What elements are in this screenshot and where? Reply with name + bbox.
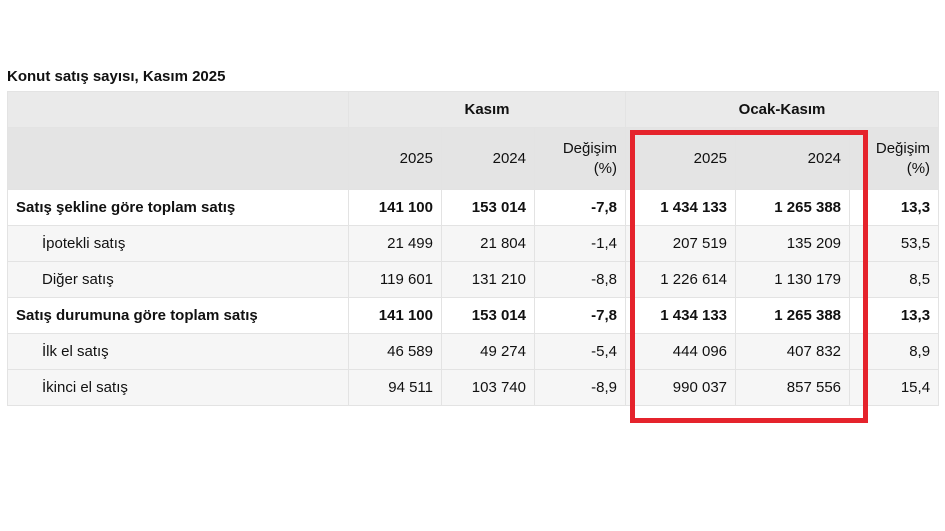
cell-kasim-change: -8,8	[533, 261, 627, 298]
cell-kasim-2024: 153 014	[441, 189, 535, 226]
header-kasim-degisim: Değişim (%)	[533, 127, 627, 190]
header-degisim-label: Değişim	[562, 139, 618, 157]
cell-ocak-change: 13,3	[849, 189, 940, 226]
cell-kasim-2024: 49 274	[441, 333, 535, 370]
table-row: İpotekli satış 21 499 21 804 -1,4 207 51…	[7, 225, 940, 262]
cell-kasim-2024: 21 804	[441, 225, 535, 262]
cell-kasim-change: -1,4	[533, 225, 627, 262]
table-row: Diğer satış 119 601 131 210 -8,8 1 226 6…	[7, 261, 940, 298]
row-label: İlk el satış	[7, 333, 349, 370]
header-ocak-degisim: Değişim (%)	[849, 127, 940, 190]
header-row-columns: 2025 2024 Değişim (%) 2025 2024 Değişim …	[7, 127, 940, 190]
header-row-groups: Kasım Ocak-Kasım	[7, 91, 940, 128]
cell-kasim-2024: 103 740	[441, 369, 535, 406]
cell-kasim-change: -7,8	[533, 189, 627, 226]
row-label: Diğer satış	[7, 261, 349, 298]
header-group-kasim: Kasım	[347, 91, 627, 128]
table-row: İkinci el satış 94 511 103 740 -8,9 990 …	[7, 369, 940, 406]
cell-ocak-change: 13,3	[849, 297, 940, 334]
cell-ocak-2025: 207 519	[625, 225, 737, 262]
cell-kasim-change: -5,4	[533, 333, 627, 370]
cell-ocak-2025: 444 096	[625, 333, 737, 370]
header-degisim-label: Değişim	[875, 139, 931, 157]
header-kasim-2025: 2025	[348, 127, 442, 190]
cell-ocak-2024: 1 265 388	[735, 189, 851, 226]
cell-ocak-2025: 1 434 133	[625, 189, 737, 226]
row-label: Satış şekline göre toplam satış	[7, 189, 349, 226]
header-corner	[7, 91, 349, 128]
row-label: İpotekli satış	[7, 225, 349, 262]
cell-kasim-change: -8,9	[533, 369, 627, 406]
cell-ocak-2025: 1 434 133	[625, 297, 737, 334]
cell-kasim-change: -7,8	[533, 297, 627, 334]
cell-kasim-2025: 119 601	[348, 261, 442, 298]
table-row: Satış şekline göre toplam satış 141 100 …	[7, 189, 940, 226]
housing-sales-table: Kasım Ocak-Kasım 2025 2024 Değişim (%) 2…	[7, 91, 940, 406]
header-degisim-unit: (%)	[593, 159, 618, 177]
cell-ocak-2024: 407 832	[735, 333, 851, 370]
cell-ocak-change: 53,5	[849, 225, 940, 262]
cell-kasim-2025: 46 589	[348, 333, 442, 370]
cell-kasim-2025: 21 499	[348, 225, 442, 262]
cell-kasim-2024: 131 210	[441, 261, 535, 298]
table-row: İlk el satış 46 589 49 274 -5,4 444 096 …	[7, 333, 940, 370]
header-ocak-2024: 2024	[735, 127, 851, 190]
cell-ocak-change: 8,9	[849, 333, 940, 370]
cell-ocak-2025: 1 226 614	[625, 261, 737, 298]
cell-kasim-2024: 153 014	[441, 297, 535, 334]
cell-kasim-2025: 94 511	[348, 369, 442, 406]
cell-ocak-change: 8,5	[849, 261, 940, 298]
table-title: Konut satış sayısı, Kasım 2025	[7, 68, 226, 85]
header-ocak-2025: 2025	[625, 127, 737, 190]
cell-ocak-2024: 1 265 388	[735, 297, 851, 334]
cell-ocak-2024: 857 556	[735, 369, 851, 406]
header-label-blank	[7, 127, 349, 190]
header-group-ocak-kasim: Ocak-Kasım	[625, 91, 940, 128]
cell-kasim-2025: 141 100	[348, 189, 442, 226]
header-degisim-unit: (%)	[906, 159, 931, 177]
row-label: İkinci el satış	[7, 369, 349, 406]
cell-ocak-2024: 135 209	[735, 225, 851, 262]
cell-kasim-2025: 141 100	[348, 297, 442, 334]
header-kasim-2024: 2024	[441, 127, 535, 190]
cell-ocak-2024: 1 130 179	[735, 261, 851, 298]
table-row: Satış durumuna göre toplam satış 141 100…	[7, 297, 940, 334]
cell-ocak-2025: 990 037	[625, 369, 737, 406]
cell-ocak-change: 15,4	[849, 369, 940, 406]
row-label: Satış durumuna göre toplam satış	[7, 297, 349, 334]
